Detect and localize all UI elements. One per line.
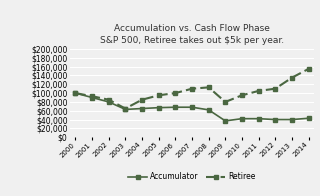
Title: Accumulation vs. Cash Flow Phase
S&P 500, Retiree takes out $5k per year.: Accumulation vs. Cash Flow Phase S&P 500… [100, 24, 284, 45]
Legend: Accumulator, Retiree: Accumulator, Retiree [125, 169, 259, 185]
